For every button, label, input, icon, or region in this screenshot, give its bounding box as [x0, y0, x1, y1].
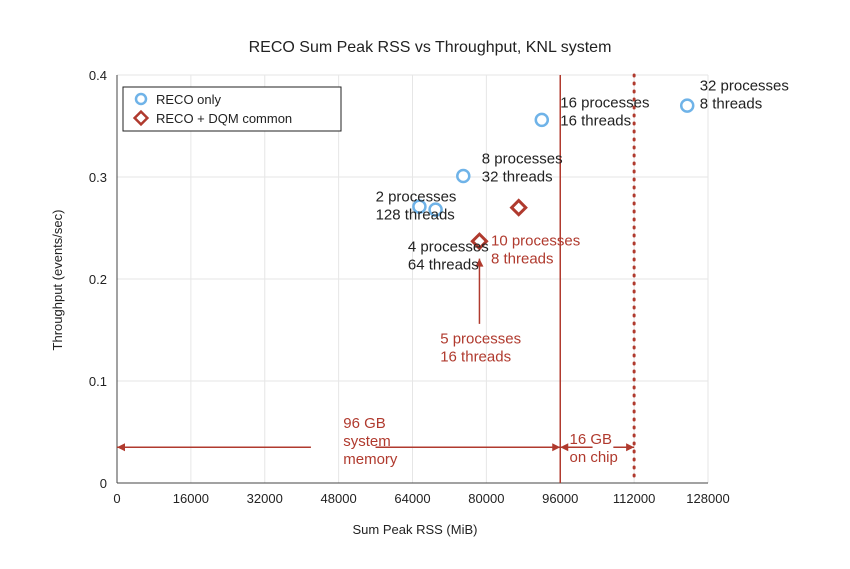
axes: 0 16000 32000 48000 64000 80000 96000 112000 128…: [89, 68, 730, 506]
annotation-label: 32 processes 8 threads: [700, 77, 789, 112]
annotation-line: 32 processes: [700, 77, 789, 94]
annotation-line: 4 processes: [408, 238, 489, 255]
annotation-line: 8 threads: [491, 250, 554, 267]
chart-title: RECO Sum Peak RSS vs Throughput, KNL sys…: [249, 39, 612, 56]
x-axis-label: Sum Peak RSS (MiB): [353, 522, 478, 537]
data-points: [412, 98, 695, 251]
annotation-line: 5 processes: [440, 330, 521, 347]
annotation-label: 5 processes 16 threads: [440, 330, 521, 365]
annotation-line: 8 processes: [482, 151, 563, 168]
annotation-label: 96 GB system memory: [343, 415, 398, 468]
data-point-reco-dqm: [509, 198, 528, 217]
data-point-reco-only: [428, 202, 443, 217]
y-tick-label: 0.2: [89, 272, 107, 287]
annotation-label: 16 GB on chip: [569, 431, 617, 466]
x-tick-label: 48000: [321, 491, 357, 506]
annotation-line: 16 threads: [560, 113, 631, 130]
x-tick-label: 32000: [247, 491, 283, 506]
y-tick-label: 0.4: [89, 68, 107, 83]
annotation-label: 8 processes 32 threads: [482, 151, 563, 186]
y-tick-label: 0: [100, 476, 107, 491]
arrow-system-memory-left-head: [117, 443, 125, 452]
x-tick-label: 0: [113, 491, 120, 506]
legend-marker-reco-dqm: [132, 109, 150, 127]
annotation-line: memory: [343, 451, 398, 468]
legend-marker-reco-only: [134, 92, 148, 106]
annotation-line: 16 threads: [440, 348, 511, 365]
annotation-line: 10 processes: [491, 232, 580, 249]
annotation-line: 128 threads: [376, 206, 455, 223]
x-tick-label: 112000: [613, 491, 655, 506]
arrow-on-chip-right-head: [626, 443, 635, 452]
x-tick-label: 96000: [542, 491, 578, 506]
y-axis-label: Throughput (events/sec): [50, 210, 65, 351]
y-tick-label: 0.1: [89, 374, 107, 389]
arrow-5-processes-head: [475, 258, 484, 267]
x-tick-label: 128000: [686, 491, 729, 506]
data-point-reco-dqm: [470, 232, 489, 251]
legend-label-reco-dqm: RECO + DQM common: [156, 111, 292, 126]
annotation-line: 8 threads: [700, 95, 763, 112]
annotation-line: system: [343, 433, 391, 450]
arrow-system-memory-right-head: [552, 443, 561, 452]
reference-lines: [559, 73, 636, 485]
annotation-label: 4 processes 64 threads: [408, 238, 489, 273]
annotation-line: on chip: [569, 449, 617, 466]
legend-box: [122, 86, 342, 132]
arrows: [117, 258, 635, 452]
annotation-label: 10 processes 8 threads: [491, 232, 580, 267]
data-point-reco-only: [456, 168, 471, 184]
x-tick-label: 16000: [173, 491, 209, 506]
arrow-on-chip-left-head: [560, 443, 569, 452]
annotation-label: 2 processes 128 threads: [376, 188, 457, 223]
annotations: 2 processes 128 threads 8 processes 32 thre…: [343, 77, 789, 468]
annotation-label: 16 processes 16 threads: [560, 95, 649, 130]
data-point-reco-only: [534, 112, 550, 128]
x-tick-label: 64000: [394, 491, 430, 506]
data-point-reco-only: [679, 98, 695, 113]
x-tick-label: 80000: [468, 491, 504, 506]
legend-label-reco-only: RECO only: [156, 92, 222, 107]
annotation-line: 16 processes: [560, 95, 649, 112]
annotation-line: 64 threads: [408, 256, 479, 273]
grid: [117, 74, 709, 483]
annotation-line: 32 threads: [482, 169, 553, 186]
annotation-line: 2 processes: [376, 188, 457, 205]
annotation-line: 16 GB: [569, 431, 612, 448]
y-tick-label: 0.3: [89, 170, 107, 185]
legend: RECO only RECO + DQM common: [122, 86, 342, 132]
data-point-reco-only: [412, 199, 427, 214]
annotation-line: 96 GB: [343, 415, 386, 432]
